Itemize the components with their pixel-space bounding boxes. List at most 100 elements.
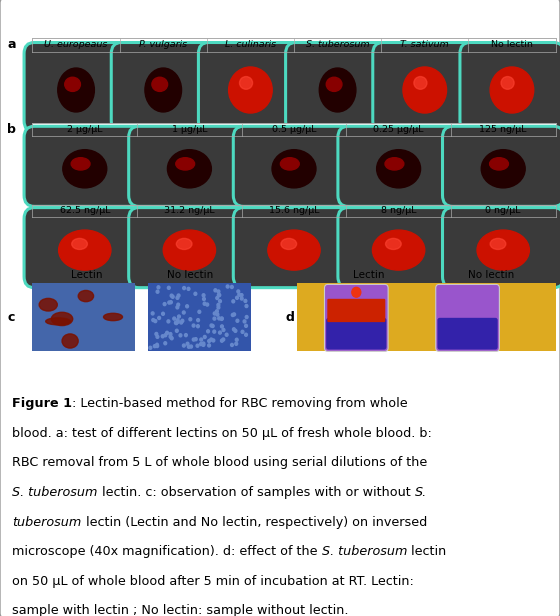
Circle shape: [231, 343, 234, 346]
FancyBboxPatch shape: [326, 318, 386, 349]
Circle shape: [158, 317, 161, 320]
Ellipse shape: [63, 150, 107, 188]
Text: S.: S.: [414, 486, 427, 499]
Text: 125 ng/μL: 125 ng/μL: [479, 125, 527, 134]
Text: S. tuberosum: S. tuberosum: [12, 486, 97, 499]
Ellipse shape: [62, 334, 78, 348]
Circle shape: [243, 320, 246, 323]
Circle shape: [221, 339, 223, 342]
Ellipse shape: [52, 312, 73, 326]
FancyBboxPatch shape: [324, 285, 388, 351]
Text: : Lectin-based method for RBC removing from whole: : Lectin-based method for RBC removing f…: [72, 397, 408, 410]
Text: Lectin: Lectin: [353, 270, 385, 280]
Circle shape: [234, 330, 237, 333]
Ellipse shape: [372, 230, 425, 270]
Circle shape: [238, 293, 241, 296]
FancyBboxPatch shape: [111, 43, 215, 132]
Circle shape: [156, 343, 158, 346]
Circle shape: [168, 301, 171, 304]
FancyBboxPatch shape: [32, 205, 556, 217]
Circle shape: [207, 330, 209, 333]
Circle shape: [198, 310, 200, 314]
Circle shape: [208, 339, 211, 342]
Circle shape: [197, 318, 199, 322]
Circle shape: [203, 298, 206, 301]
Text: lectin: lectin: [407, 545, 446, 558]
Circle shape: [176, 320, 179, 323]
Circle shape: [166, 331, 169, 334]
Ellipse shape: [39, 298, 57, 311]
Circle shape: [236, 296, 239, 299]
Circle shape: [181, 319, 184, 322]
Ellipse shape: [403, 67, 446, 113]
Circle shape: [240, 297, 243, 300]
Ellipse shape: [272, 150, 316, 188]
Ellipse shape: [72, 238, 87, 249]
Ellipse shape: [414, 76, 427, 89]
Circle shape: [225, 333, 228, 336]
Circle shape: [226, 285, 229, 288]
Ellipse shape: [319, 68, 356, 112]
Ellipse shape: [65, 77, 81, 91]
Circle shape: [194, 338, 197, 341]
Circle shape: [175, 322, 178, 325]
Ellipse shape: [489, 158, 508, 170]
Circle shape: [170, 301, 172, 304]
Circle shape: [177, 303, 180, 306]
Ellipse shape: [240, 76, 253, 89]
Circle shape: [233, 313, 236, 316]
Ellipse shape: [58, 68, 95, 112]
Text: blood. a: test of different lectins on 50 μL of fresh whole blood. b:: blood. a: test of different lectins on 5…: [12, 427, 432, 440]
FancyBboxPatch shape: [129, 126, 250, 206]
Ellipse shape: [326, 77, 342, 91]
Text: lectin. c: observation of samples with or without: lectin. c: observation of samples with o…: [97, 486, 414, 499]
Circle shape: [217, 293, 220, 296]
Ellipse shape: [104, 314, 123, 321]
Circle shape: [218, 299, 221, 302]
Circle shape: [203, 302, 206, 306]
Circle shape: [244, 299, 247, 302]
Ellipse shape: [78, 290, 94, 302]
Circle shape: [162, 312, 165, 315]
Circle shape: [188, 345, 190, 348]
Text: microscope (40x magnification). d: effect of the: microscope (40x magnification). d: effec…: [12, 545, 322, 558]
Text: 2 μg/μL: 2 μg/μL: [67, 125, 102, 134]
Text: b: b: [7, 123, 16, 136]
FancyBboxPatch shape: [234, 208, 354, 288]
FancyBboxPatch shape: [24, 208, 146, 288]
Text: d: d: [286, 310, 295, 324]
Circle shape: [217, 304, 220, 307]
FancyBboxPatch shape: [32, 38, 556, 52]
Circle shape: [217, 306, 220, 309]
Circle shape: [218, 331, 221, 334]
Text: Lectin: Lectin: [71, 270, 103, 280]
Circle shape: [202, 342, 205, 345]
Circle shape: [189, 318, 192, 321]
Circle shape: [216, 313, 219, 316]
Circle shape: [213, 317, 216, 320]
Circle shape: [173, 317, 176, 320]
Circle shape: [170, 294, 173, 297]
Text: 15.6 ng/μL: 15.6 ng/μL: [269, 206, 319, 215]
Circle shape: [237, 290, 240, 293]
Circle shape: [192, 338, 195, 341]
Circle shape: [183, 286, 185, 290]
Text: 1 μg/μL: 1 μg/μL: [172, 125, 207, 134]
Circle shape: [149, 346, 152, 349]
Circle shape: [245, 304, 248, 307]
Circle shape: [245, 315, 248, 318]
Circle shape: [176, 318, 179, 322]
Ellipse shape: [490, 67, 534, 113]
Ellipse shape: [385, 158, 404, 170]
Circle shape: [240, 294, 243, 297]
Text: T. sativum: T. sativum: [400, 41, 449, 49]
Circle shape: [177, 294, 180, 297]
Circle shape: [221, 325, 223, 328]
Circle shape: [167, 286, 170, 290]
Text: No lectin: No lectin: [468, 270, 514, 280]
Text: sample with lectin ; No lectin: sample without lectin.: sample with lectin ; No lectin: sample w…: [12, 604, 349, 616]
FancyBboxPatch shape: [442, 126, 560, 206]
FancyBboxPatch shape: [24, 43, 128, 132]
Circle shape: [163, 302, 166, 306]
Circle shape: [179, 334, 182, 337]
